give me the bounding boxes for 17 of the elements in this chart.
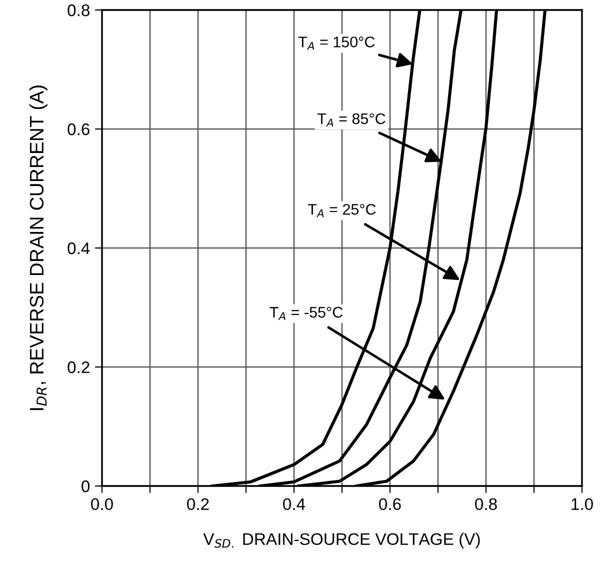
y-tick-label: 0.6 bbox=[68, 123, 90, 136]
x-tick-label: 0.2 bbox=[187, 498, 209, 510]
annotation: T$_{A}$ = 85°C bbox=[317, 113, 386, 126]
x-tick-label: 1.0 bbox=[572, 498, 593, 510]
x-tick-label: 0.8 bbox=[475, 498, 497, 510]
text: 0.0 bbox=[91, 498, 113, 510]
annotation: T$_{A}$ = -55°C bbox=[270, 306, 343, 320]
x-tick-label: 0.6 bbox=[379, 498, 401, 510]
y-tick-label: 0 bbox=[82, 480, 90, 492]
y-tick-label: 0.2 bbox=[68, 361, 90, 374]
y-tick-label: 0.8 bbox=[68, 4, 90, 16]
y-tick-label: 0.4 bbox=[68, 242, 90, 254]
annotation: T$_{A}$ = 150°C bbox=[298, 36, 375, 50]
x-tick-label: 0.4 bbox=[283, 498, 306, 510]
y-axis-title: I$_{DR}$, REVERSE DRAIN CURRENT (A) bbox=[29, 86, 48, 410]
annotation: T$_{A}$ = 25°C bbox=[308, 204, 376, 218]
x-axis-title: V$_{SD.}$ DRAIN-SOURCE VOLTAGE (V) bbox=[203, 532, 480, 548]
